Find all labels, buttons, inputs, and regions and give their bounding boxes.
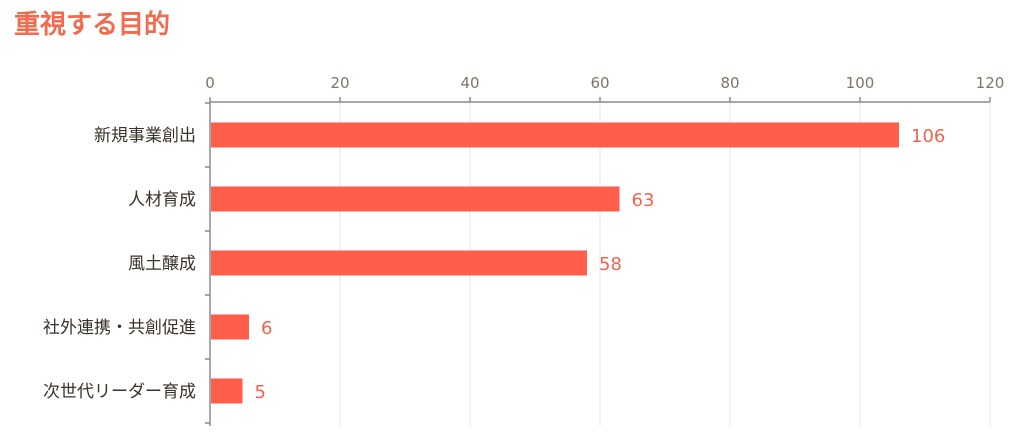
x-tick-label: 20 [330,74,349,92]
x-tick-label: 60 [590,74,609,92]
category-label: 新規事業創出 [94,126,196,146]
data-label: 5 [255,382,266,403]
bar [211,122,899,148]
x-tick-label: 40 [460,74,479,92]
category-label: 人材育成 [128,190,196,210]
x-tick-label: 0 [205,74,215,92]
bar [211,378,243,404]
x-tick-label: 100 [846,74,875,92]
data-label: 6 [261,318,272,339]
chart-title: 重視する目的 [14,10,171,40]
category-label: 社外連携・共創促進 [43,318,196,338]
x-tick-label: 120 [976,74,1005,92]
x-tick-label: 80 [720,74,739,92]
data-label: 58 [599,254,622,275]
bar [211,186,620,212]
category-label: 次世代リーダー育成 [43,382,196,402]
bar [211,314,249,340]
data-label: 106 [911,126,945,147]
category-label: 風土醸成 [128,254,196,274]
bar [211,250,587,276]
data-label: 63 [632,190,655,211]
